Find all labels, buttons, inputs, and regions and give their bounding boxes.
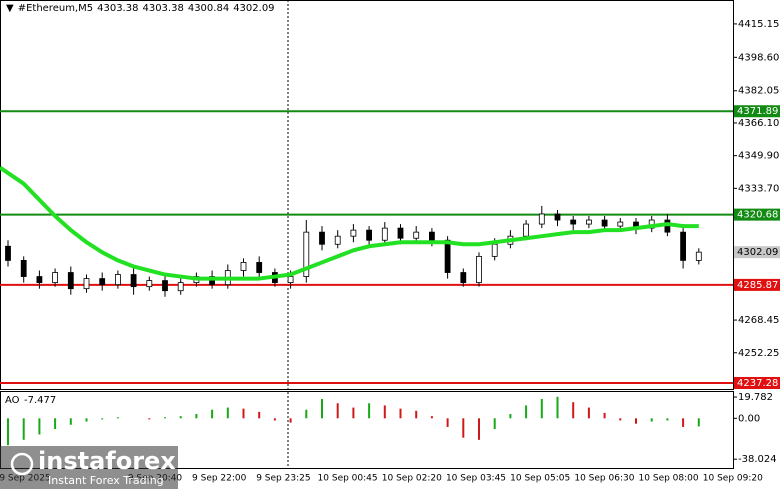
candle-body [428, 231, 435, 241]
x-tick-label: 10 Sep 06:30 [574, 474, 634, 484]
header-price: 4302.09 [233, 3, 275, 14]
candle-body [695, 251, 702, 261]
candle-body [319, 231, 325, 245]
logo-tagline: Instant Forex Trading [48, 474, 164, 487]
candle-body [444, 239, 451, 273]
y-tick-label: 4252.25 [738, 348, 779, 359]
candle-body [334, 235, 341, 245]
price-label: 4302.09 [737, 247, 778, 258]
x-tick-label: 10 Sep 08:00 [639, 474, 699, 484]
candle-body [381, 227, 388, 241]
candle-body [287, 276, 294, 284]
candle-body [460, 272, 467, 284]
header-price: 4300.84 [187, 3, 230, 14]
candle-body [570, 219, 577, 225]
candle-body [350, 229, 357, 237]
header: ▼ #Ethereum,M5 4303.38 4303.38 4300.84 4302.0… [6, 3, 279, 14]
price-label-bg [734, 246, 780, 259]
y-tick-label: 4366.10 [738, 118, 779, 129]
candle-body [5, 245, 11, 261]
logo-name: instaforex [38, 447, 176, 475]
y-tick-label: 4415.15 [738, 19, 779, 30]
candle-body [413, 231, 420, 239]
candle-body [397, 227, 404, 239]
candle-body [303, 231, 310, 277]
candle-body [586, 219, 592, 225]
candle-body [554, 213, 561, 221]
level-label: 4237.28 [737, 378, 778, 389]
level-label: 4285.87 [737, 280, 778, 291]
y-tick-label: 4382.05 [738, 86, 779, 97]
ao-frame [0, 391, 734, 469]
candle-body [36, 276, 43, 284]
level-label: 4320.68 [737, 210, 778, 221]
candle-body [20, 260, 27, 277]
y-tick-label: 19.782 [738, 392, 773, 403]
candle-body [538, 213, 545, 225]
logo-bg [0, 446, 178, 489]
level-label-bg [734, 376, 780, 389]
level-label-bg [734, 278, 780, 291]
level-label-bg [734, 208, 780, 221]
y-tick-label: 4268.45 [738, 315, 779, 326]
x-tick-label: 10 Sep 00:45 [318, 474, 378, 484]
level-label: 4371.89 [737, 106, 778, 117]
y-tick-label: 4398.60 [738, 52, 779, 63]
candle-body [130, 274, 137, 288]
x-tick-label: 9 Sep 23:25 [256, 474, 310, 484]
x-tick-label: 10 Sep 05:05 [510, 474, 570, 484]
symbol: #Ethereum,M5 [17, 3, 94, 14]
candle-body [177, 282, 184, 292]
candle-body [52, 272, 58, 284]
candle-body [209, 276, 216, 286]
candle-body [115, 274, 121, 286]
level-label-bg [734, 105, 780, 118]
candle-body [601, 219, 608, 227]
main-frame [0, 0, 734, 390]
candle-body [67, 272, 74, 290]
candle-body [83, 278, 90, 290]
logo-icon [10, 452, 34, 476]
candle-body [617, 221, 624, 227]
candle-body [491, 243, 498, 257]
x-tick-label: 10 Sep 09:20 [703, 474, 763, 484]
y-tick-label: 4333.70 [738, 183, 779, 194]
y-tick-label: 0.00 [738, 413, 760, 424]
candle-body [680, 231, 686, 261]
ao-title: AO [5, 395, 20, 406]
moving-average [0, 165, 699, 281]
x-tick-label: 10 Sep 02:20 [382, 474, 442, 484]
menu-arrow: ▼ [6, 3, 14, 14]
x-tick-label: 10 Sep 03:45 [446, 474, 506, 484]
header-price: 4303.38 [97, 3, 139, 14]
candle-body [366, 229, 373, 241]
x-tick-label: 9 Sep 22:00 [192, 474, 247, 484]
y-tick-label: -38.024 [738, 454, 777, 465]
candle-body [99, 278, 106, 286]
candle-body [256, 262, 263, 273]
header-price: 4303.38 [142, 3, 184, 14]
y-tick-label: 4349.90 [738, 151, 779, 162]
candle-body [476, 255, 482, 284]
candle-body [146, 280, 153, 288]
candle-body [240, 262, 247, 271]
ao-value: -7.477 [24, 395, 56, 406]
candle-body [523, 223, 529, 237]
candle-body [162, 280, 168, 292]
